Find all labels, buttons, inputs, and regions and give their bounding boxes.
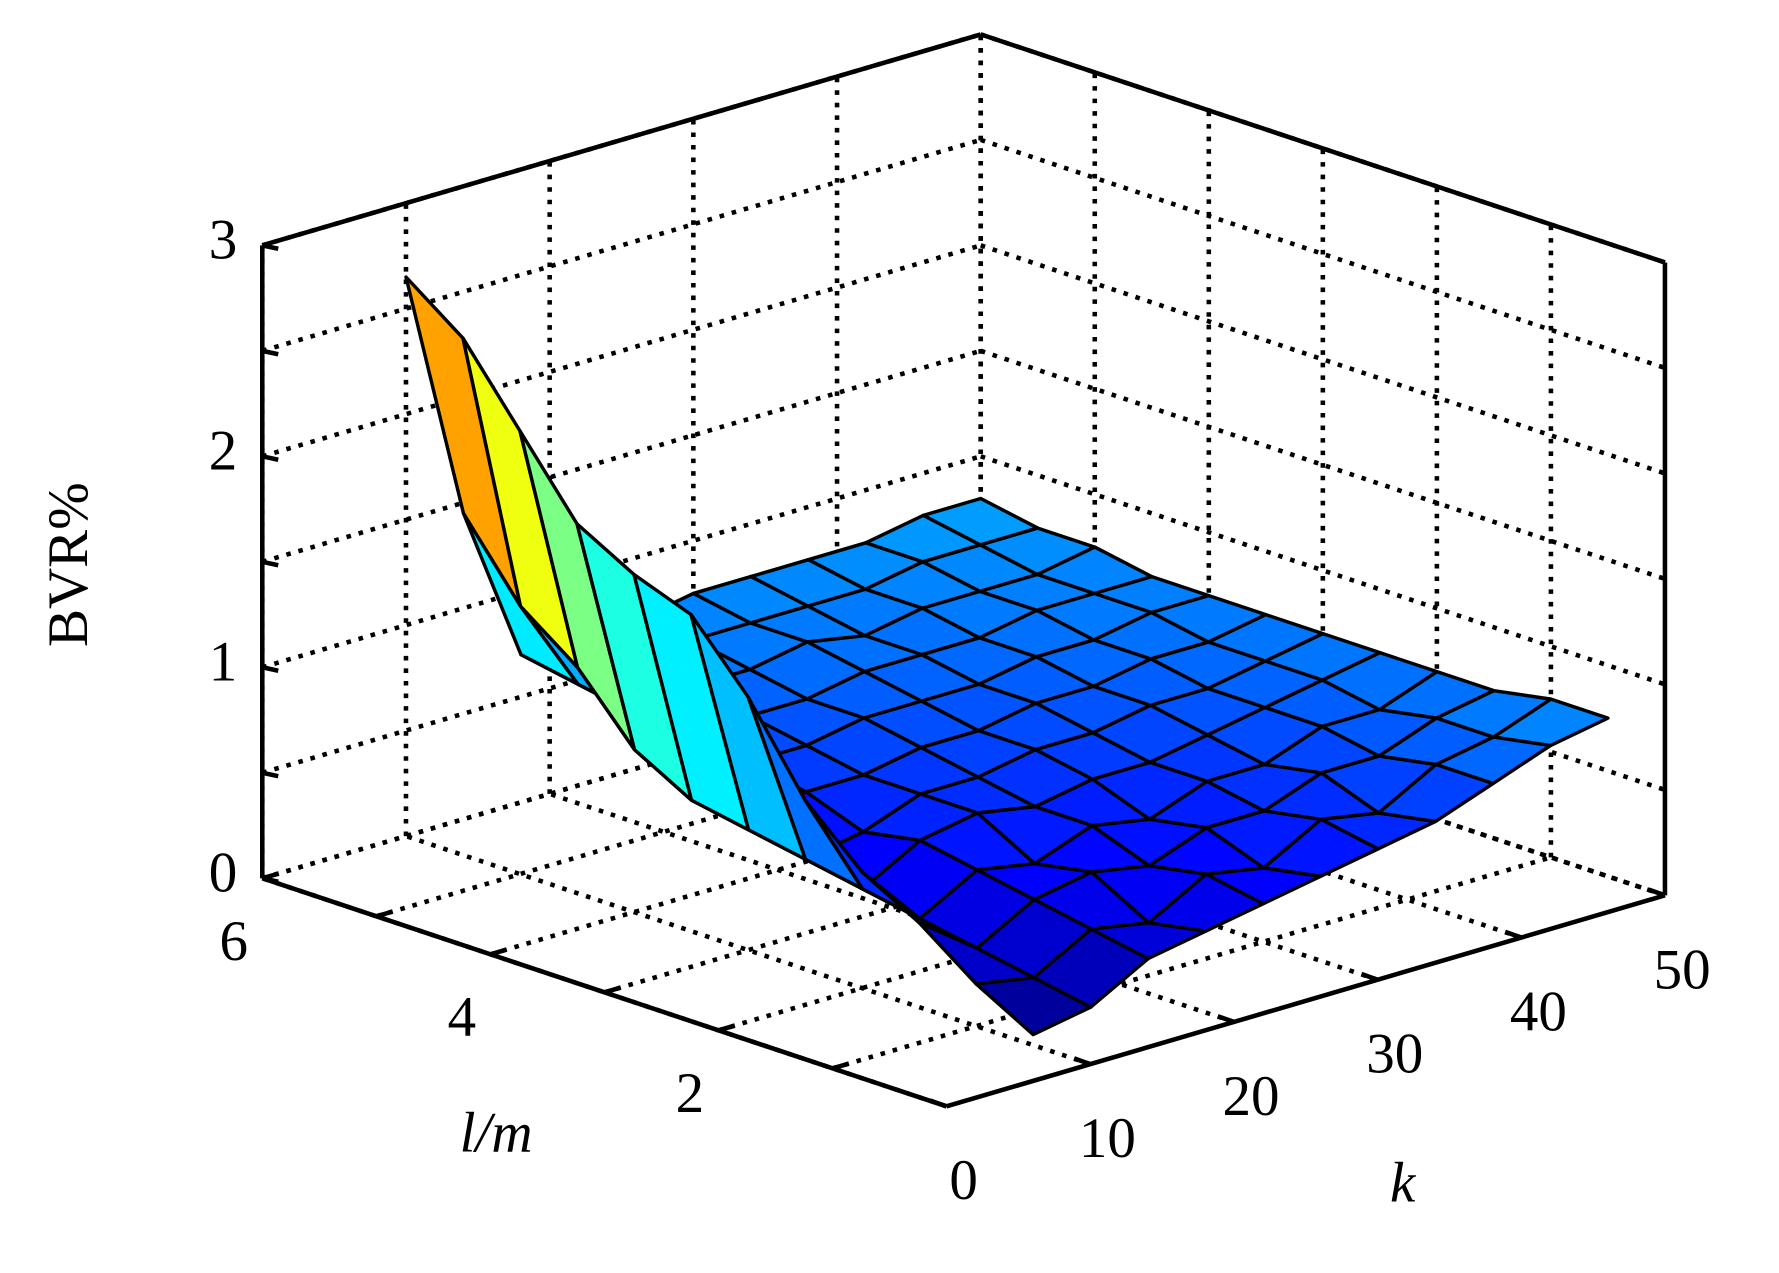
tick-mark	[261, 348, 279, 357]
tick-mark	[1360, 971, 1379, 982]
z-tick-label: 0	[209, 841, 237, 904]
y-axis-label: l/m	[460, 1101, 533, 1164]
y-tick-label: 6	[220, 910, 249, 973]
x-tick-label: 10	[1079, 1107, 1136, 1170]
axis-line	[945, 893, 1666, 1109]
tick-mark	[831, 1061, 850, 1071]
y-tick-label: 4	[448, 986, 477, 1049]
surface-face	[974, 975, 1093, 1037]
x-tick-label: 0	[949, 1149, 978, 1212]
tick-mark	[717, 1023, 736, 1033]
tick-mark	[261, 559, 279, 568]
y-tick-label: 2	[676, 1062, 705, 1125]
axis-line	[261, 876, 948, 1109]
grid-line	[261, 137, 982, 354]
axis-line	[261, 32, 982, 248]
tick-mark	[1504, 929, 1523, 940]
z-tick-label: 2	[209, 419, 237, 482]
z-tick-label: 3	[209, 208, 237, 271]
tick-mark	[261, 454, 279, 462]
tick-mark	[1073, 1056, 1091, 1067]
x-tick-label: 50	[1654, 938, 1711, 1001]
tick-mark	[375, 909, 393, 919]
tick-mark	[1648, 887, 1666, 898]
tick-mark	[261, 243, 279, 251]
tick-mark	[929, 1098, 948, 1109]
tick-mark	[603, 985, 621, 995]
tick-mark	[261, 665, 279, 673]
x-axis-label: k	[1390, 1152, 1417, 1215]
tick-mark	[489, 947, 507, 957]
x-tick-label: 40	[1510, 980, 1567, 1043]
tick-mark	[1217, 1014, 1235, 1025]
tick-mark	[261, 770, 279, 779]
x-tick-label: 30	[1366, 1023, 1423, 1086]
grid-line	[261, 243, 982, 459]
axis-line	[980, 32, 1666, 265]
z-axis-label: BVR%	[37, 482, 100, 647]
grid-line	[261, 348, 982, 564]
x-tick-label: 20	[1223, 1065, 1280, 1128]
tick-mark	[261, 871, 279, 881]
z-tick-label: 1	[209, 630, 237, 693]
